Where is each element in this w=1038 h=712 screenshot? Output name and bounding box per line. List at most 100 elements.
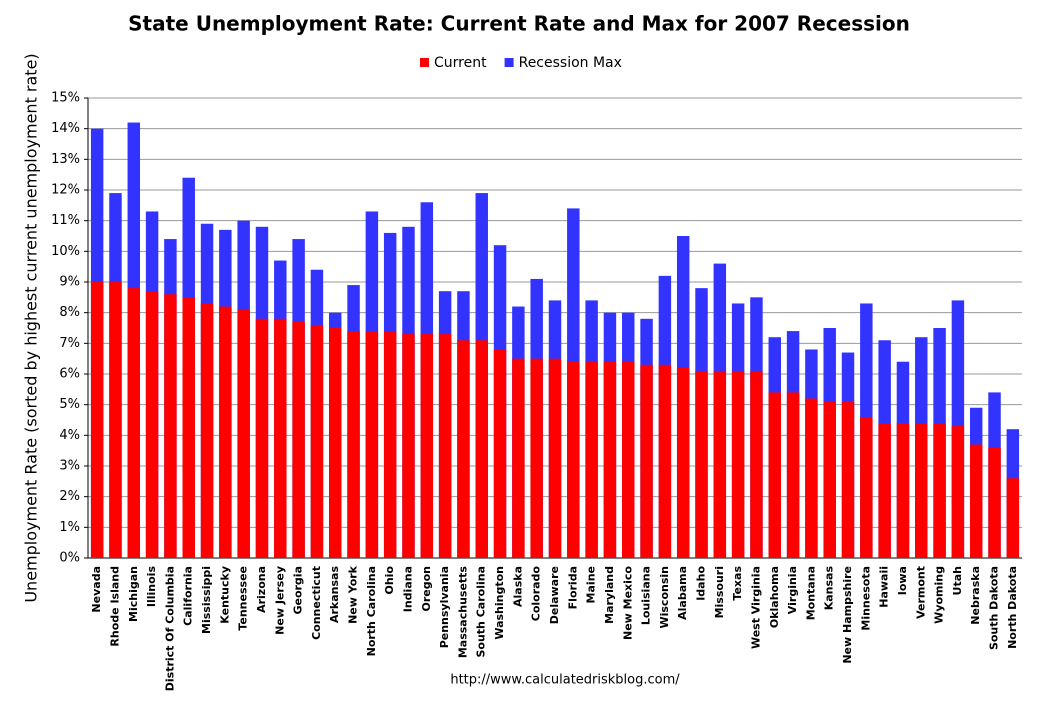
x-tick-label: Kansas: [823, 566, 836, 611]
x-tick-label: Nebraska: [969, 566, 982, 625]
x-tick-label: North Carolina: [365, 566, 378, 656]
x-tick-label: Alabama: [676, 566, 689, 620]
x-tick-label: Virginia: [786, 566, 799, 614]
legend-label: Recession Max: [519, 55, 622, 71]
bar: [457, 340, 470, 558]
y-tick-label: 8%: [59, 305, 80, 320]
bar: [475, 340, 488, 558]
y-tick-label: 15%: [51, 91, 80, 106]
bar: [438, 334, 452, 558]
x-tick-label: Colorado: [530, 566, 543, 622]
y-tick-label: 6%: [59, 367, 80, 382]
x-tick-label: District Of Columbia: [163, 566, 176, 691]
x-tick-label: Louisiana: [640, 566, 653, 625]
bar: [823, 401, 836, 558]
x-tick-label: West Virginia: [749, 566, 762, 649]
x-tick-label: Wisconsin: [658, 566, 671, 629]
bar: [603, 361, 617, 558]
bar: [548, 358, 562, 558]
bar: [347, 331, 360, 558]
x-tick-label: Utah: [951, 566, 964, 595]
y-tick-label: 3%: [59, 459, 80, 474]
bar: [109, 282, 122, 558]
x-tick-label: Missouri: [713, 566, 726, 618]
bar: [127, 288, 141, 558]
x-tick-label: Oklahoma: [768, 566, 781, 628]
bar: [841, 401, 855, 558]
bar: [658, 364, 672, 558]
chart-title: State Unemployment Rate: Current Rate an…: [128, 12, 910, 36]
bar: [640, 364, 653, 558]
x-tick-label: Idaho: [695, 566, 708, 601]
bar: [567, 361, 580, 558]
source: http://www.calculatedriskblog.com/: [450, 673, 680, 688]
y-tick-label: 9%: [59, 275, 80, 290]
bar: [860, 416, 873, 558]
x-tick-label: New Hampshire: [841, 566, 854, 664]
x-tick-label: Hawaii: [878, 566, 891, 608]
x-tick-label: Rhode Island: [108, 566, 121, 647]
y-tick-label: 0%: [59, 551, 80, 566]
bar: [1006, 478, 1020, 558]
bar: [878, 423, 891, 558]
bar: [676, 367, 690, 558]
x-tick-label: Illinois: [145, 566, 158, 608]
y-tick-label: 7%: [59, 336, 80, 351]
y-tick-label: 10%: [51, 244, 80, 259]
x-tick-label: Washington: [493, 566, 506, 640]
bar: [292, 321, 305, 558]
x-tick-label: California: [182, 566, 195, 626]
bar: [145, 291, 159, 558]
y-tick-label: 14%: [51, 121, 80, 136]
bar: [219, 306, 232, 558]
x-tick-label: Maine: [585, 566, 598, 603]
x-tick-label: Alaska: [511, 566, 524, 607]
bar: [274, 318, 287, 558]
x-tick-label: Connecticut: [310, 566, 323, 640]
bar: [200, 303, 214, 558]
bar: [90, 282, 104, 558]
x-tick-label: Delaware: [548, 566, 561, 624]
x-tick-label: Pennsylvania: [438, 566, 451, 648]
bar: [383, 331, 397, 558]
bar: [310, 324, 324, 558]
x-tick-label: New Jersey: [273, 566, 286, 635]
bar: [493, 349, 507, 558]
bar: [768, 392, 781, 558]
x-tick-label: Wyoming: [933, 566, 946, 624]
x-tick-label: Michigan: [127, 566, 140, 622]
bar: [695, 370, 708, 558]
bar: [420, 334, 434, 558]
bar: [786, 392, 800, 558]
bar: [402, 334, 415, 558]
x-tick-label: Arkansas: [328, 566, 341, 623]
bar: [255, 318, 269, 558]
x-tick-label: New Mexico: [621, 566, 634, 640]
x-tick-label: Ohio: [383, 566, 396, 595]
x-tick-label: Oregon: [420, 566, 433, 612]
bar: [731, 370, 745, 558]
y-tick-label: 12%: [51, 183, 80, 198]
bar: [182, 297, 195, 558]
bar: [164, 294, 177, 558]
bar: [585, 361, 598, 558]
x-tick-label: Massachusetts: [456, 566, 469, 659]
legend-swatch: [420, 58, 429, 67]
y-tick-label: 13%: [51, 152, 80, 167]
bar: [512, 358, 525, 558]
bar: [969, 444, 983, 558]
legend-label: Current: [434, 55, 487, 71]
x-tick-label: South Dakota: [988, 566, 1001, 650]
y-tick-label: 1%: [59, 520, 80, 535]
bar: [750, 370, 763, 558]
y-tick-label: 5%: [59, 397, 80, 412]
x-tick-label: Nevada: [90, 566, 103, 613]
bar: [365, 331, 379, 558]
x-tick-label: Florida: [566, 566, 579, 609]
y-tick-label: 4%: [59, 428, 80, 443]
bar: [951, 426, 965, 558]
x-tick-label: Vermont: [914, 566, 927, 619]
bar: [530, 358, 543, 558]
x-tick-label: Maryland: [603, 566, 616, 624]
